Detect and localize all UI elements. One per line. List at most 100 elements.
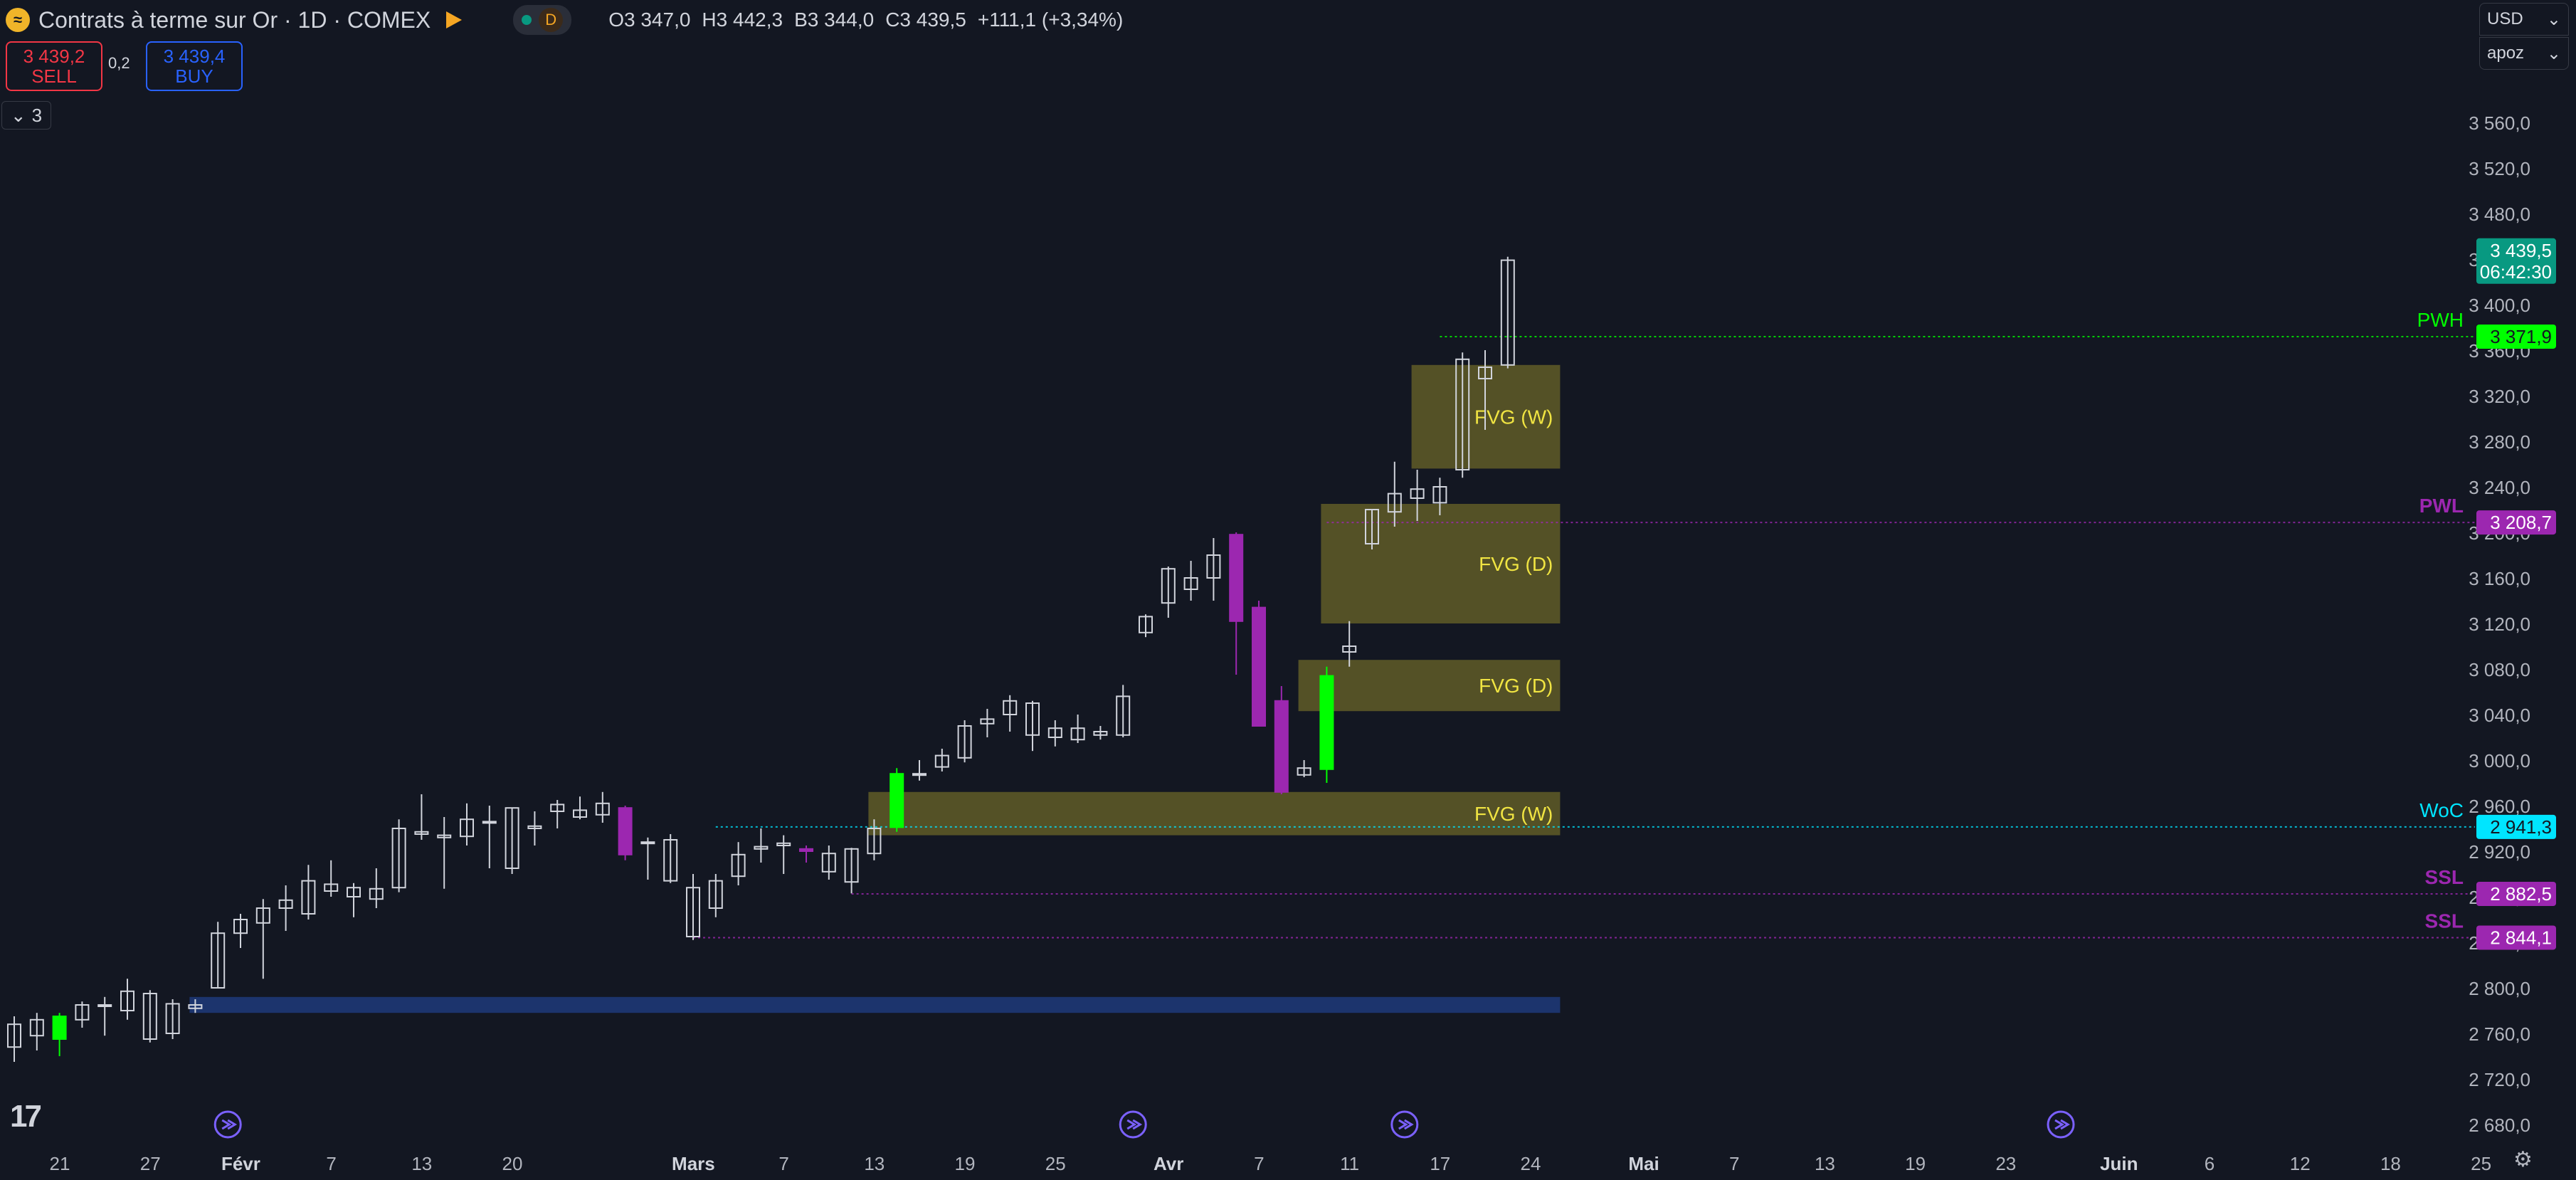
candle-body[interactable] — [1410, 488, 1425, 500]
symbol-header: ≈ Contrats à terme sur Or · 1D · COMEX D… — [0, 0, 2448, 40]
candle-body[interactable] — [1500, 259, 1515, 366]
tradingview-logo-icon[interactable]: 17 — [10, 1099, 42, 1134]
candle-body[interactable] — [233, 919, 248, 934]
candle-body[interactable] — [75, 1004, 90, 1021]
chevron-down-icon: ⌄ — [2546, 43, 2561, 63]
candle-body[interactable] — [347, 887, 361, 897]
last-price-tag — [2476, 238, 2556, 284]
candle-body[interactable] — [1455, 358, 1470, 470]
candle-body[interactable] — [1183, 577, 1198, 590]
candle-body[interactable] — [957, 725, 972, 759]
candle-body[interactable] — [1070, 727, 1085, 741]
settings-gear-icon[interactable]: ⚙ — [2513, 1148, 2533, 1171]
candle-body[interactable] — [550, 804, 565, 813]
chevron-down-icon: ⌄ — [2546, 9, 2561, 29]
candle-body[interactable] — [120, 990, 134, 1012]
indicators-toggle-button[interactable]: ⌄ 3 — [1, 101, 51, 130]
candle-body[interactable] — [595, 802, 610, 816]
currency-select[interactable]: USD ⌄ — [2479, 3, 2569, 36]
candle-body[interactable] — [867, 828, 882, 855]
candle-body[interactable] — [980, 718, 995, 725]
candle-body[interactable] — [278, 899, 293, 910]
candle-body[interactable] — [97, 1004, 112, 1007]
candle-body[interactable] — [1297, 767, 1311, 776]
change-value: +111,1 (+3,34%) — [977, 9, 1124, 31]
scale-select[interactable]: apoz ⌄ — [2479, 37, 2569, 70]
event-marker-icon[interactable] — [213, 1110, 242, 1139]
candle-body[interactable] — [1274, 700, 1289, 793]
close-key: C — [885, 9, 900, 31]
candle-body[interactable] — [505, 807, 519, 869]
candle-body[interactable] — [663, 839, 678, 882]
candle-body[interactable] — [1229, 534, 1244, 622]
candle-body[interactable] — [754, 846, 769, 850]
candle-body[interactable] — [912, 773, 927, 776]
sell-button[interactable]: 3 439,2 SELL — [6, 41, 102, 91]
price-tag — [2476, 814, 2556, 839]
candle-body[interactable] — [731, 853, 746, 878]
candle-body[interactable] — [1342, 646, 1357, 653]
candle-body[interactable] — [1047, 727, 1062, 739]
event-marker-icon[interactable] — [1390, 1110, 1419, 1139]
candle-body[interactable] — [414, 831, 429, 836]
price-tick-label: 3 080,0 — [2469, 659, 2530, 680]
price-tick-label: 3 160,0 — [2469, 568, 2530, 589]
time-tick-label: 18 — [2380, 1153, 2401, 1174]
bar-countdown: 06:42:30 — [2480, 261, 2552, 283]
candle-body[interactable] — [844, 848, 859, 883]
candle-body[interactable] — [527, 825, 542, 830]
low-key: B — [794, 9, 808, 31]
candle-body[interactable] — [165, 1003, 180, 1035]
candle-body[interactable] — [7, 1023, 21, 1048]
candle-body[interactable] — [776, 842, 791, 847]
candle-body[interactable] — [799, 848, 813, 853]
candle-body[interactable] — [1139, 616, 1153, 633]
candle-body[interactable] — [142, 993, 157, 1040]
candle-body[interactable] — [708, 880, 723, 909]
candle-body[interactable] — [1161, 568, 1176, 604]
candle-body[interactable] — [934, 754, 949, 768]
candle-body[interactable] — [1025, 702, 1040, 736]
candle-body[interactable] — [686, 887, 700, 937]
candle-body[interactable] — [255, 907, 270, 924]
price-tick-label: 2 920,0 — [2469, 841, 2530, 863]
candle-body[interactable] — [482, 821, 497, 824]
candle-body[interactable] — [188, 1004, 203, 1009]
candle-body[interactable] — [369, 887, 384, 900]
symbol-title[interactable]: Contrats à terme sur Or · 1D · COMEX — [38, 6, 431, 33]
time-tick-label: 11 — [1340, 1153, 1359, 1174]
time-tick-label: 7 — [1729, 1153, 1739, 1174]
buy-button[interactable]: 3 439,4 BUY — [146, 41, 243, 91]
time-tick-label: 19 — [955, 1153, 976, 1174]
candle-body[interactable] — [52, 1016, 67, 1040]
event-marker-icon[interactable] — [2047, 1110, 2075, 1139]
candle-body[interactable] — [1252, 606, 1266, 727]
candle-body[interactable] — [640, 841, 655, 845]
candle-body[interactable] — [324, 883, 339, 892]
candle-body[interactable] — [391, 828, 406, 889]
candle-body[interactable] — [211, 932, 226, 989]
candle-body[interactable] — [1206, 554, 1221, 579]
candle-body[interactable] — [1093, 731, 1108, 736]
candle-body[interactable] — [437, 834, 452, 838]
candle-body[interactable] — [618, 807, 633, 855]
time-tick-label: 6 — [2205, 1153, 2215, 1174]
candle-body[interactable] — [1319, 675, 1334, 770]
event-marker-icon[interactable] — [1119, 1110, 1147, 1139]
market-status[interactable]: D — [513, 5, 572, 35]
candle-body[interactable] — [1387, 492, 1402, 513]
candle-body[interactable] — [1432, 486, 1447, 504]
candle-body[interactable] — [1365, 509, 1379, 544]
candle-body[interactable] — [821, 853, 836, 873]
candle-body[interactable] — [460, 818, 474, 838]
candle-body[interactable] — [1116, 695, 1131, 736]
candle-body[interactable] — [301, 880, 316, 915]
candle-body[interactable] — [1003, 700, 1018, 715]
time-tick-label: 25 — [2471, 1153, 2491, 1174]
candle-body[interactable] — [29, 1018, 44, 1037]
flag-icon[interactable] — [446, 11, 463, 28]
candle-body[interactable] — [890, 773, 904, 828]
candle-body[interactable] — [573, 809, 587, 818]
candle-body[interactable] — [1478, 367, 1492, 379]
